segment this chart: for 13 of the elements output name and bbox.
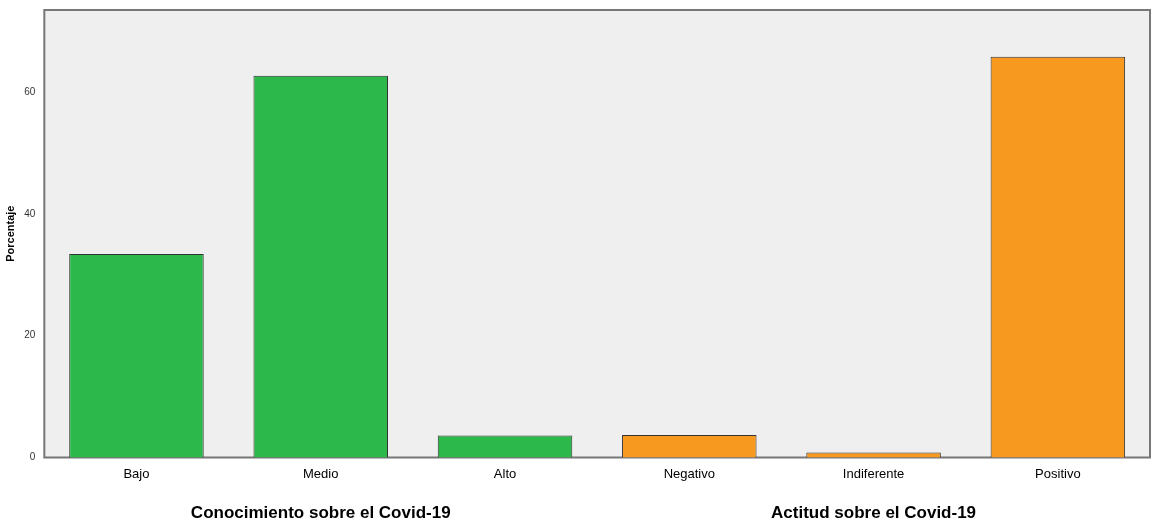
x-tick-label: Positivo: [1035, 465, 1081, 481]
y-tick-label: 60: [24, 85, 36, 97]
x-tick-label: Medio: [303, 465, 339, 481]
text: Conocimiento sobre el Covid-19: [190, 502, 451, 522]
x-tick-label: Alto: [493, 465, 517, 481]
y-tick-label: 40: [24, 207, 36, 219]
text: Actitud sobre el Covid-19: [771, 502, 977, 522]
y-tick-label: 20: [24, 329, 36, 341]
x-tick-label: Bajo: [123, 465, 150, 481]
x-tick-label: Indiferente: [842, 465, 905, 481]
x-tick-label: Negativo: [663, 465, 715, 481]
y-axis-title: Porcentaje: [3, 205, 16, 262]
y-tick-label: 0: [29, 451, 36, 463]
